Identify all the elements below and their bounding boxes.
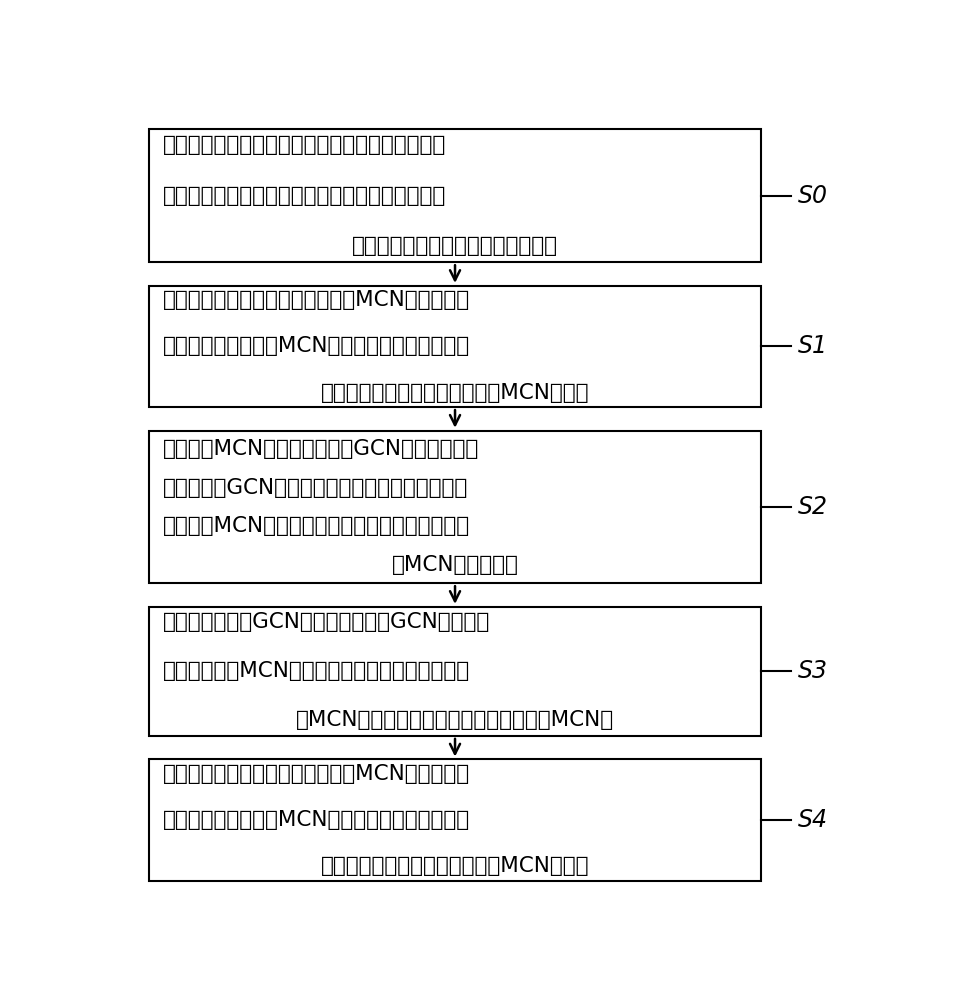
Text: 请求，如果GCN缓存了目标资源，则地面控制中心: 请求，如果GCN缓存了目标资源，则地面控制中心	[162, 478, 468, 498]
Text: 经过本地MCN向用户设备回复所请求资源，同时本: 经过本地MCN向用户设备回复所请求资源，同时本	[162, 516, 469, 536]
Text: 将内容发送回终端，并更新本地MCN缓存；: 将内容发送回终端，并更新本地MCN缓存；	[321, 383, 589, 403]
Text: 个MCN缓存当中，将相关资源发送回本地MCN；: 个MCN缓存当中，将相关资源发送回本地MCN；	[296, 710, 614, 730]
Text: S3: S3	[798, 659, 828, 683]
Bar	[149, 607, 761, 736]
Text: 否则本地MCN向地面控制中心GCN上报用户设备: 否则本地MCN向地面控制中心GCN上报用户设备	[162, 439, 479, 459]
Bar	[149, 759, 761, 881]
Text: 地MCN更新缓存；: 地MCN更新缓存；	[391, 555, 519, 575]
Text: S2: S2	[798, 495, 828, 519]
Text: 请求反馈，如果本地MCN缓存内有目标资源，直接: 请求反馈，如果本地MCN缓存内有目标资源，直接	[162, 810, 469, 830]
Bar	[149, 129, 761, 262]
Text: S4: S4	[798, 808, 828, 832]
Text: 请求反馈，如果本地MCN缓存内有目标资源，直接: 请求反馈，如果本地MCN缓存内有目标资源，直接	[162, 336, 469, 356]
Text: 用户设备向本地域内轻量化核心网MCN发送数据并: 用户设备向本地域内轻量化核心网MCN发送数据并	[162, 764, 469, 784]
Text: 构建轻量化核心网，新的终端通过该核心网的接入: 构建轻量化核心网，新的终端通过该核心网的接入	[162, 135, 446, 155]
Text: S1: S1	[798, 334, 828, 358]
Text: 若地面控制中心GCN没有目标资源，GCN则向远端: 若地面控制中心GCN没有目标资源，GCN则向远端	[162, 612, 490, 632]
Bar	[149, 431, 761, 583]
Text: 将内容发送回终端，并更新本地MCN缓存；: 将内容发送回终端，并更新本地MCN缓存；	[321, 856, 589, 876]
Text: 轻量化核心网MCN发送请求查看相关内容存在哪一: 轻量化核心网MCN发送请求查看相关内容存在哪一	[162, 661, 469, 681]
Bar	[149, 286, 761, 407]
Text: 核心网的数据同步模型进行数据同步: 核心网的数据同步模型进行数据同步	[352, 236, 558, 256]
Text: 用户设备向本地域内轻量化核心网MCN发送数据并: 用户设备向本地域内轻量化核心网MCN发送数据并	[162, 290, 469, 310]
Text: 信令进行通信并进行注册，加入核心网的终端根据: 信令进行通信并进行注册，加入核心网的终端根据	[162, 186, 446, 206]
Text: S0: S0	[798, 184, 828, 208]
